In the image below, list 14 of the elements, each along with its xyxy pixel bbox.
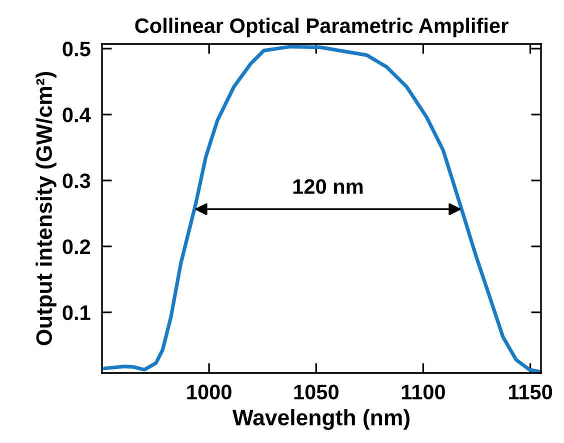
x-axis-title: Wavelength (nm) [232, 409, 410, 430]
y-axis-title: Output intensity (GW/cm²) [36, 72, 56, 346]
y-tick-label: 0.2 [62, 239, 90, 254]
chart-title: Collinear Optical Parametric Amplifier [135, 18, 508, 38]
x-tick-label: 1050 [294, 384, 338, 400]
y-tick-label: 0.1 [62, 305, 90, 320]
line-series [102, 44, 541, 373]
x-tick-label: 1100 [402, 384, 445, 400]
y-tick-label: 0.5 [62, 42, 90, 56]
annotation: 120 nm [293, 179, 363, 194]
y-tick-label: 0.3 [62, 173, 90, 188]
x-tick-label: 1000 [187, 384, 232, 400]
y-tick-label: 0.4 [62, 108, 91, 122]
x-tick-label: 1150 [509, 384, 552, 400]
